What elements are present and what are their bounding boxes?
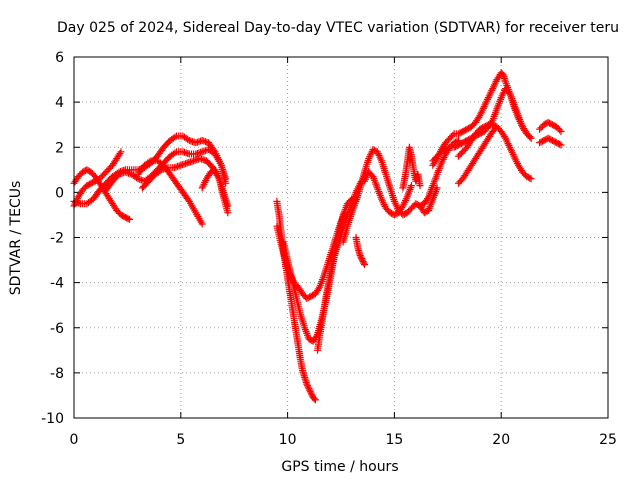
grid [74, 57, 608, 418]
data-point [360, 259, 368, 267]
data-series [134, 157, 206, 228]
data-series [198, 166, 232, 217]
data-point [116, 150, 124, 157]
x-tick-label: 15 [385, 432, 403, 448]
data-point [306, 386, 314, 394]
y-tick-label: -6 [50, 321, 64, 337]
data-point [304, 382, 311, 390]
data-point [357, 253, 365, 261]
data-series [102, 146, 230, 194]
data-point [308, 391, 316, 399]
data-point [305, 385, 313, 393]
x-tick-label: 10 [279, 432, 297, 448]
data-point [527, 134, 535, 142]
data-point [526, 133, 534, 141]
data-point [310, 395, 318, 403]
data-point [556, 140, 564, 148]
data-point [307, 389, 315, 397]
data-point [156, 167, 164, 175]
data-series [314, 168, 373, 354]
x-tick-label: 5 [176, 432, 185, 448]
data-point [358, 255, 366, 263]
data-point [117, 148, 125, 156]
data-point [171, 149, 179, 157]
data-point [483, 121, 491, 129]
data-series [399, 143, 424, 192]
data-point [556, 126, 564, 134]
data-point [526, 174, 534, 182]
x-tick-label: 20 [492, 432, 510, 448]
data-point [126, 215, 133, 223]
data-series [416, 137, 462, 210]
data-point [356, 252, 364, 259]
data-point [453, 137, 461, 145]
data-point [224, 209, 232, 217]
chart-title: Day 025 of 2024, Sidereal Day-to-day VTE… [57, 20, 619, 36]
data-point [198, 220, 206, 228]
data-points [70, 69, 565, 404]
data-point [304, 383, 312, 391]
data-series [361, 168, 415, 219]
data-point [359, 258, 367, 266]
data-point [408, 182, 415, 190]
data-point [557, 141, 565, 149]
y-tick-labels: -10 -8 -6 -4 -2 0 2 4 6 [41, 50, 64, 427]
data-point [124, 215, 132, 223]
data-point [424, 195, 431, 203]
data-point [184, 135, 192, 143]
data-series [429, 85, 535, 165]
x-tick-label: 0 [70, 432, 79, 448]
data-point [557, 128, 565, 135]
data-point [358, 256, 366, 264]
y-tick-label: -2 [50, 231, 64, 247]
plot-frame [73, 56, 609, 419]
y-tick-label: 2 [55, 140, 64, 156]
data-point [303, 380, 311, 388]
y-tick-label: 0 [55, 185, 64, 201]
y-axis-label: SDTVAR / TECUs [8, 181, 24, 296]
data-point [306, 388, 314, 396]
data-series [352, 234, 368, 269]
x-tick-labels: 0 5 10 15 20 25 [70, 432, 617, 448]
data-point [416, 182, 424, 190]
x-axis-label: GPS time / hours [281, 459, 398, 475]
y-tick-label: -4 [50, 276, 64, 292]
data-point [455, 137, 462, 144]
x-tick-label: 25 [599, 432, 617, 448]
data-series [70, 166, 133, 223]
data-point [493, 123, 501, 131]
data-series [536, 134, 565, 149]
y-tick-label: -8 [50, 366, 64, 382]
data-series [455, 123, 501, 187]
data-point [171, 133, 179, 141]
data-point [492, 124, 499, 132]
data-point [133, 174, 140, 182]
y-tick-label: 4 [55, 95, 64, 111]
data-point [145, 158, 153, 166]
data-point [449, 131, 457, 139]
data-point [311, 396, 319, 404]
data-point [222, 175, 230, 183]
y-tick-label: -10 [41, 411, 64, 427]
data-point [527, 175, 535, 183]
data-series [455, 121, 535, 183]
data-series [536, 118, 565, 135]
data-point [361, 261, 368, 269]
y-tick-label: 6 [55, 50, 64, 66]
